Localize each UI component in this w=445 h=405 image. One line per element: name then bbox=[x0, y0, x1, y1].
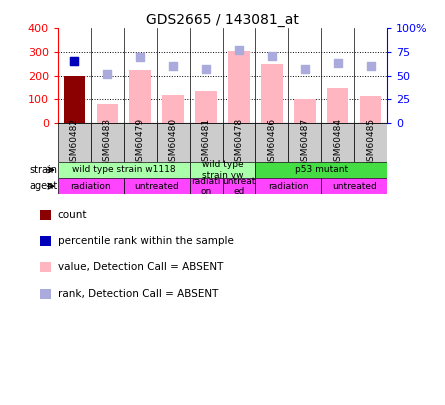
Point bbox=[71, 58, 78, 65]
Bar bbox=[255, 178, 321, 194]
Bar bbox=[91, 123, 124, 162]
Bar bbox=[321, 123, 354, 162]
Point bbox=[301, 66, 308, 72]
Point bbox=[235, 47, 243, 53]
Text: GSM60486: GSM60486 bbox=[267, 118, 276, 167]
Text: untreat
ed: untreat ed bbox=[222, 177, 255, 196]
Point bbox=[104, 70, 111, 77]
Bar bbox=[255, 162, 387, 178]
Text: radiation: radiation bbox=[268, 182, 309, 191]
Point bbox=[367, 63, 374, 69]
Bar bbox=[58, 178, 124, 194]
Bar bbox=[97, 104, 118, 123]
Text: GSM60482: GSM60482 bbox=[70, 118, 79, 167]
Text: agent: agent bbox=[30, 181, 58, 191]
Point bbox=[268, 53, 275, 60]
Text: GSM60480: GSM60480 bbox=[169, 118, 178, 167]
Bar bbox=[195, 91, 217, 123]
Text: GSM60484: GSM60484 bbox=[333, 118, 342, 167]
Text: radiati
on: radiati on bbox=[191, 177, 221, 196]
Bar bbox=[64, 77, 85, 123]
Bar bbox=[222, 123, 255, 162]
Point bbox=[334, 60, 341, 66]
Bar bbox=[222, 178, 255, 194]
Bar bbox=[321, 178, 387, 194]
Bar bbox=[58, 162, 190, 178]
Bar bbox=[228, 51, 250, 123]
Text: GSM60487: GSM60487 bbox=[300, 118, 309, 167]
Bar bbox=[190, 123, 222, 162]
Text: value, Detection Call = ABSENT: value, Detection Call = ABSENT bbox=[58, 262, 223, 272]
Bar bbox=[360, 96, 381, 123]
Point bbox=[170, 63, 177, 69]
Text: wild type
strain yw: wild type strain yw bbox=[202, 160, 243, 179]
Text: rank, Detection Call = ABSENT: rank, Detection Call = ABSENT bbox=[58, 289, 218, 298]
Bar bbox=[288, 123, 321, 162]
Bar bbox=[157, 123, 190, 162]
Bar bbox=[124, 123, 157, 162]
Bar bbox=[190, 162, 255, 178]
Point bbox=[137, 54, 144, 60]
Text: GSM60485: GSM60485 bbox=[366, 118, 375, 167]
Bar bbox=[162, 95, 184, 123]
Text: percentile rank within the sample: percentile rank within the sample bbox=[58, 236, 234, 246]
Text: GSM60481: GSM60481 bbox=[202, 118, 210, 167]
Bar bbox=[294, 99, 316, 123]
Text: GSM60483: GSM60483 bbox=[103, 118, 112, 167]
Bar bbox=[58, 123, 91, 162]
Text: wild type strain w1118: wild type strain w1118 bbox=[72, 165, 175, 175]
Point bbox=[71, 58, 78, 65]
Bar bbox=[354, 123, 387, 162]
Point bbox=[202, 66, 210, 72]
Text: GSM60479: GSM60479 bbox=[136, 118, 145, 167]
Text: p53 mutant: p53 mutant bbox=[295, 165, 348, 175]
Bar bbox=[124, 178, 190, 194]
Bar bbox=[327, 88, 348, 123]
Text: untreated: untreated bbox=[332, 182, 376, 191]
Text: count: count bbox=[58, 210, 87, 220]
Bar bbox=[190, 178, 222, 194]
Title: GDS2665 / 143081_at: GDS2665 / 143081_at bbox=[146, 13, 299, 27]
Text: GSM60478: GSM60478 bbox=[235, 118, 243, 167]
Bar bbox=[261, 64, 283, 123]
Text: untreated: untreated bbox=[134, 182, 179, 191]
Text: strain: strain bbox=[30, 165, 58, 175]
Bar bbox=[255, 123, 288, 162]
Bar bbox=[129, 70, 151, 123]
Text: radiation: radiation bbox=[70, 182, 111, 191]
